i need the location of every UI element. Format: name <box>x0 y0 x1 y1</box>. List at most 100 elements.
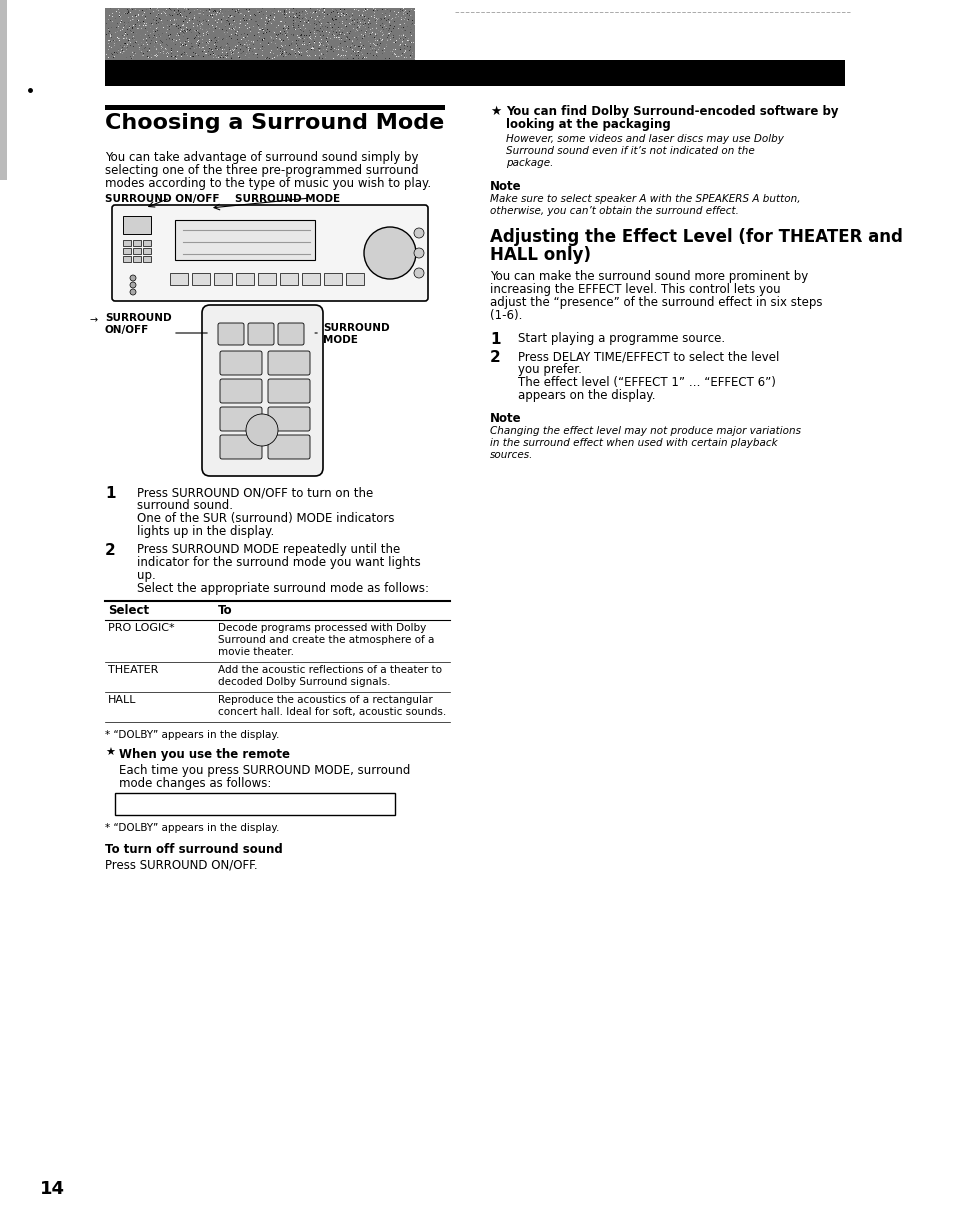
Bar <box>0 0 7 181</box>
Bar <box>213 273 232 285</box>
FancyBboxPatch shape <box>248 323 274 345</box>
Text: Make sure to select speaker A with the SPEAKERS A button,: Make sure to select speaker A with the S… <box>490 194 800 204</box>
Text: ★: ★ <box>105 748 115 758</box>
Text: adjust the “presence” of the surround effect in six steps: adjust the “presence” of the surround ef… <box>490 296 821 309</box>
Text: To turn off surround sound: To turn off surround sound <box>105 842 282 856</box>
Text: Select: Select <box>108 604 149 616</box>
Circle shape <box>130 289 136 295</box>
Bar <box>123 239 131 246</box>
Bar <box>235 273 253 285</box>
Text: Note: Note <box>490 181 521 193</box>
Text: 2: 2 <box>490 350 500 365</box>
FancyBboxPatch shape <box>277 323 304 345</box>
Text: Choosing a Surround Mode: Choosing a Surround Mode <box>105 113 444 133</box>
Bar <box>105 106 444 111</box>
Circle shape <box>414 268 423 278</box>
Text: You can find Dolby Surround-encoded software by: You can find Dolby Surround-encoded soft… <box>505 106 838 118</box>
Text: Start playing a programme source.: Start playing a programme source. <box>517 332 724 345</box>
Text: (1-6).: (1-6). <box>490 309 522 322</box>
Text: Reproduce the acoustics of a rectangular: Reproduce the acoustics of a rectangular <box>218 695 433 705</box>
Text: THEATER: THEATER <box>108 666 158 675</box>
Circle shape <box>246 414 277 446</box>
Text: → PRO LOGIC* → THEATER → HALL →: → PRO LOGIC* → THEATER → HALL → <box>137 797 373 810</box>
Bar <box>143 239 151 246</box>
Text: PRO LOGIC*: PRO LOGIC* <box>108 623 174 632</box>
Bar <box>280 273 297 285</box>
Text: package.: package. <box>505 158 553 168</box>
Bar <box>123 216 151 235</box>
Bar <box>123 248 131 254</box>
Bar <box>132 255 141 262</box>
Text: indicator for the surround mode you want lights: indicator for the surround mode you want… <box>137 556 420 569</box>
Bar <box>132 248 141 254</box>
Text: 14: 14 <box>40 1180 65 1199</box>
Text: otherwise, you can’t obtain the surround effect.: otherwise, you can’t obtain the surround… <box>490 206 739 216</box>
Text: you prefer.: you prefer. <box>517 363 581 376</box>
Text: selecting one of the three pre-programmed surround: selecting one of the three pre-programme… <box>105 165 418 177</box>
FancyBboxPatch shape <box>268 435 310 459</box>
Text: SURROUND
ON/OFF: SURROUND ON/OFF <box>105 313 172 335</box>
FancyBboxPatch shape <box>218 323 244 345</box>
Text: lights up in the display.: lights up in the display. <box>137 526 274 538</box>
Text: Surround sound even if it’s not indicated on the: Surround sound even if it’s not indicate… <box>505 146 754 156</box>
Text: * “DOLBY” appears in the display.: * “DOLBY” appears in the display. <box>105 729 279 740</box>
FancyBboxPatch shape <box>220 351 262 375</box>
Text: surround sound.: surround sound. <box>137 499 233 512</box>
Text: One of the SUR (surround) MODE indicators: One of the SUR (surround) MODE indicator… <box>137 512 395 526</box>
Bar <box>324 273 341 285</box>
FancyBboxPatch shape <box>220 406 262 431</box>
Text: 2: 2 <box>105 543 115 558</box>
Text: Press SURROUND MODE repeatedly until the: Press SURROUND MODE repeatedly until the <box>137 543 400 556</box>
Text: Press SURROUND ON/OFF.: Press SURROUND ON/OFF. <box>105 858 257 871</box>
FancyBboxPatch shape <box>268 351 310 375</box>
Text: +: + <box>257 425 267 435</box>
Text: looking at the packaging: looking at the packaging <box>505 118 670 131</box>
Bar <box>346 273 364 285</box>
Text: SURROUND MODE: SURROUND MODE <box>234 194 340 204</box>
Circle shape <box>130 282 136 289</box>
Text: in the surround effect when used with certain playback: in the surround effect when used with ce… <box>490 438 777 448</box>
Circle shape <box>414 248 423 258</box>
Text: movie theater.: movie theater. <box>218 647 294 657</box>
Bar <box>257 273 275 285</box>
FancyBboxPatch shape <box>268 406 310 431</box>
Text: When you use the remote: When you use the remote <box>119 748 290 761</box>
Text: Surround and create the atmosphere of a: Surround and create the atmosphere of a <box>218 635 434 645</box>
FancyBboxPatch shape <box>268 379 310 403</box>
Text: concert hall. Ideal for soft, acoustic sounds.: concert hall. Ideal for soft, acoustic s… <box>218 707 446 717</box>
Text: ★: ★ <box>490 106 500 118</box>
Text: Note: Note <box>490 413 521 425</box>
Text: Decode programs processed with Dolby: Decode programs processed with Dolby <box>218 623 426 632</box>
Bar <box>302 273 319 285</box>
Text: mode changes as follows:: mode changes as follows: <box>119 777 271 790</box>
Text: However, some videos and laser discs may use Dolby: However, some videos and laser discs may… <box>505 134 783 144</box>
Bar <box>105 9 415 60</box>
Text: HALL: HALL <box>108 695 136 705</box>
Text: The effect level (“EFFECT 1” … “EFFECT 6”): The effect level (“EFFECT 1” … “EFFECT 6… <box>517 376 775 389</box>
FancyBboxPatch shape <box>220 435 262 459</box>
Text: increasing the EFFECT level. This control lets you: increasing the EFFECT level. This contro… <box>490 282 780 296</box>
Bar <box>192 273 210 285</box>
Text: appears on the display.: appears on the display. <box>517 389 655 402</box>
Text: Press DELAY TIME/EFFECT to select the level: Press DELAY TIME/EFFECT to select the le… <box>517 350 779 363</box>
Text: 1: 1 <box>105 486 115 501</box>
Circle shape <box>414 228 423 238</box>
Text: Adjusting the Effect Level (for THEATER and: Adjusting the Effect Level (for THEATER … <box>490 228 902 246</box>
Text: Each time you press SURROUND MODE, surround: Each time you press SURROUND MODE, surro… <box>119 764 410 777</box>
Bar <box>132 239 141 246</box>
Text: modes according to the type of music you wish to play.: modes according to the type of music you… <box>105 177 431 190</box>
Bar <box>143 255 151 262</box>
Text: Using Surround Sound: Using Surround Sound <box>118 66 294 80</box>
Bar <box>170 273 188 285</box>
Text: SURROUND
MODE: SURROUND MODE <box>323 323 389 345</box>
Text: Changing the effect level may not produce major variations: Changing the effect level may not produc… <box>490 426 801 436</box>
Text: Add the acoustic reflections of a theater to: Add the acoustic reflections of a theate… <box>218 666 441 675</box>
Text: decoded Dolby Surround signals.: decoded Dolby Surround signals. <box>218 677 390 686</box>
Circle shape <box>364 227 416 279</box>
Circle shape <box>130 275 136 281</box>
Text: You can make the surround sound more prominent by: You can make the surround sound more pro… <box>490 270 807 282</box>
Text: HALL only): HALL only) <box>490 246 590 264</box>
Text: SURROUND ON/OFF: SURROUND ON/OFF <box>105 194 219 204</box>
Bar <box>105 60 844 86</box>
FancyBboxPatch shape <box>112 205 428 301</box>
